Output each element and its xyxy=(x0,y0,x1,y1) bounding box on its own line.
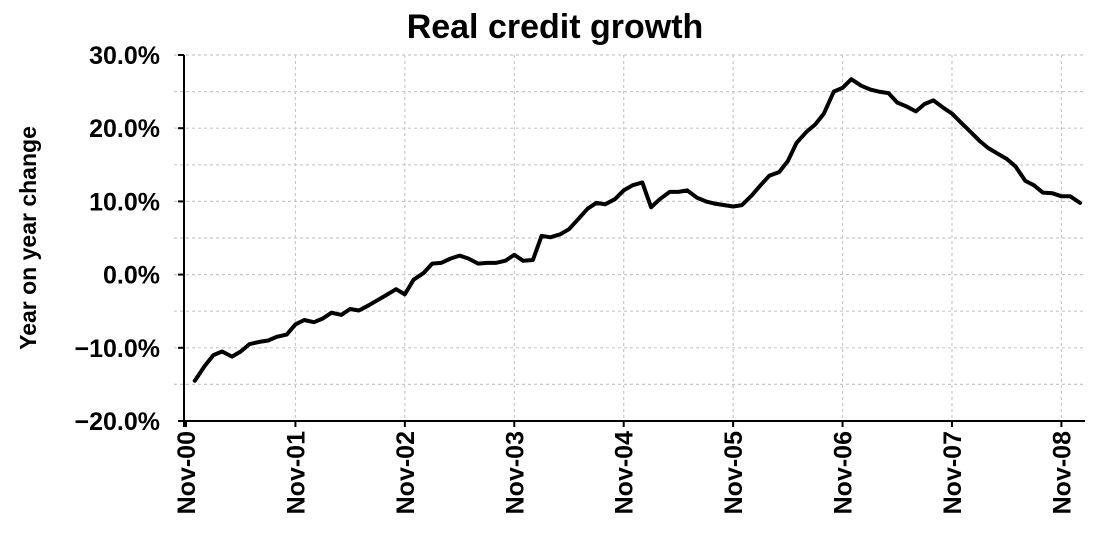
y-tick-label: 30.0% xyxy=(89,42,160,70)
tick-labels: −20.0% −10.0% 0.0% 10.0% 20.0% 30.0% Nov-00 Nov… xyxy=(75,42,1077,514)
chart-title: Real credit growth xyxy=(407,8,704,46)
x-tick-label: Nov-02 xyxy=(392,431,420,514)
y-tick-label: 20.0% xyxy=(89,115,160,143)
x-tick-label: Nov-01 xyxy=(282,431,310,514)
y-tick-label: 10.0% xyxy=(89,188,160,216)
x-tick-label: Nov-04 xyxy=(611,431,639,514)
x-tick-label: Nov-07 xyxy=(939,431,967,514)
axes xyxy=(178,54,1085,427)
x-tick-label: Nov-00 xyxy=(173,431,201,514)
x-tick-label: Nov-06 xyxy=(830,431,858,514)
x-tick-label: Nov-08 xyxy=(1048,431,1076,514)
x-tick-label: Nov-03 xyxy=(501,431,529,514)
y-tick-label: 0.0% xyxy=(103,262,160,290)
series-layer xyxy=(192,77,1082,383)
y-tick-label: −10.0% xyxy=(75,335,161,363)
x-tick-label: Nov-05 xyxy=(720,431,748,514)
y-tick-label: −20.0% xyxy=(75,408,161,436)
y-axis-label: Year on year change xyxy=(15,126,41,350)
series-line xyxy=(192,77,1082,383)
grid-lines xyxy=(174,54,1085,421)
